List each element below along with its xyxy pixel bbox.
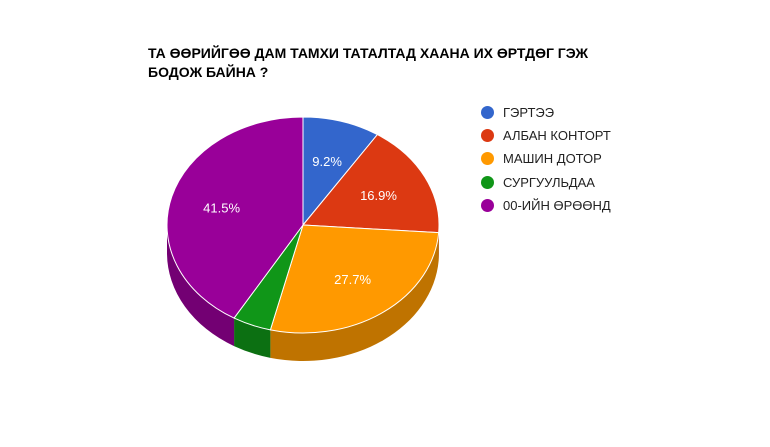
- legend: ГЭРТЭЭ АЛБАН КОНТОРТ МАШИН ДОТОР СУРГУУЛЬДА…: [481, 101, 611, 217]
- legend-swatch-0: [481, 106, 494, 120]
- legend-item-0[interactable]: ГЭРТЭЭ: [481, 101, 611, 124]
- pie-side-2: [270, 232, 439, 362]
- pie-value-label-1: 16.9%: [360, 188, 397, 203]
- chart-title-line-2: БОДОЖ БАЙНА ?: [148, 64, 269, 80]
- pie-value-label-2: 27.7%: [334, 272, 371, 287]
- legend-swatch-4: [481, 198, 494, 212]
- pie-slice-1[interactable]: [301, 133, 440, 234]
- legend-item-3[interactable]: СУРГУУЛЬДАА: [481, 171, 611, 194]
- pie-slice-2[interactable]: [269, 224, 440, 334]
- legend-item-1[interactable]: АЛБАН КОНТОРТ: [481, 124, 611, 147]
- legend-label-2: МАШИН ДОТОР: [503, 151, 602, 167]
- legend-swatch-2: [481, 152, 494, 166]
- legend-label-0: ГЭРТЭЭ: [503, 105, 555, 121]
- legend-item-4[interactable]: 00-ИЙН ӨРӨӨНД: [481, 194, 611, 217]
- legend-label-1: АЛБАН КОНТОРТ: [503, 128, 611, 144]
- chart-title-line-1: ТА ӨӨРИЙГӨӨ ДАМ ТАМХИ ТАТАЛТАД ХААНА ИХ …: [148, 45, 589, 61]
- legend-label-3: СУРГУУЛЬДАА: [503, 174, 595, 190]
- pie-labels: 9.2% 16.9% 27.7% 41.5%: [203, 154, 397, 287]
- legend-label-4: 00-ИЙН ӨРӨӨНД: [503, 197, 611, 213]
- pie-slice-0[interactable]: [302, 116, 379, 227]
- pie-value-label-0: 9.2%: [312, 154, 342, 169]
- legend-swatch-3: [481, 175, 494, 189]
- pie-value-label-4: 41.5%: [203, 200, 240, 215]
- chart-title: ТА ӨӨРИЙГӨӨ ДАМ ТАМХИ ТАТАЛТАД ХААНА ИХ …: [148, 44, 668, 82]
- pie-tops: [166, 116, 440, 334]
- legend-item-2[interactable]: МАШИН ДОТОР: [481, 147, 611, 170]
- pie-side-4: [167, 225, 235, 347]
- legend-swatch-1: [481, 129, 494, 143]
- pie-slice-4[interactable]: [166, 116, 304, 319]
